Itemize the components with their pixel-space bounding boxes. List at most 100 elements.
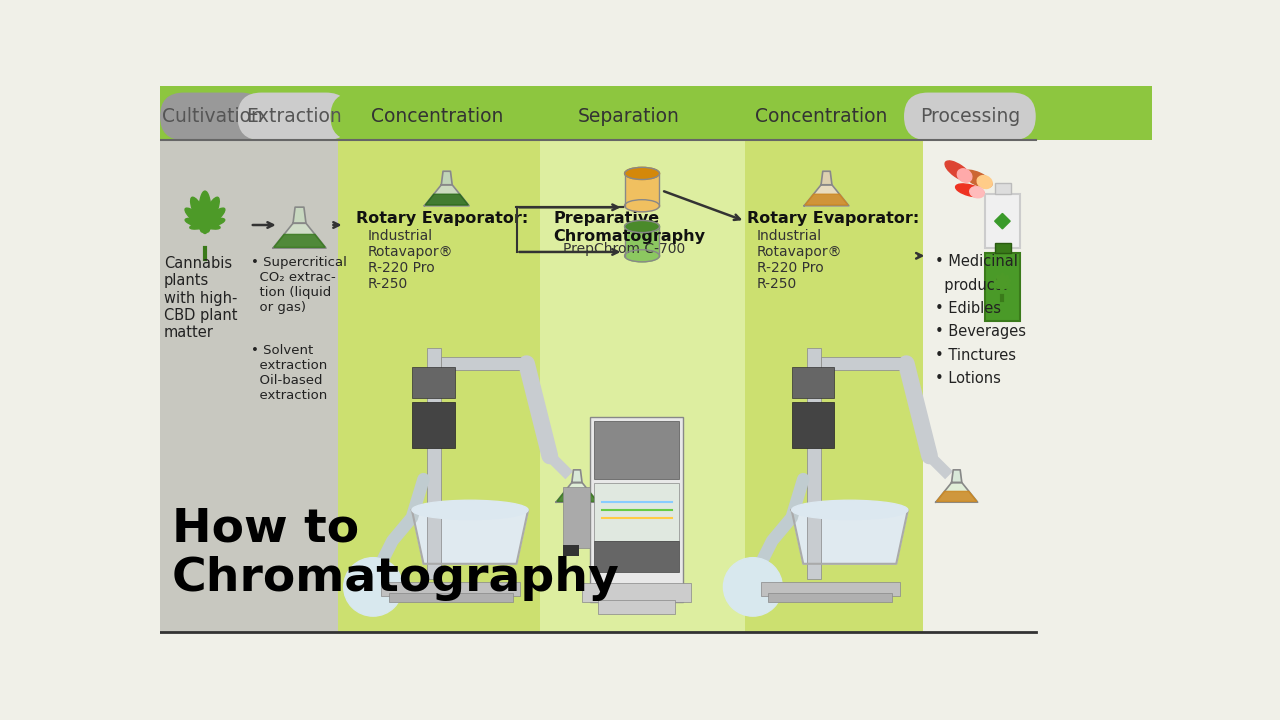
Text: • Solvent
  extraction
  Oil-based
  extraction: • Solvent extraction Oil-based extractio… [251,344,328,402]
Polygon shape [805,194,849,205]
Text: Rotary Evaporator:: Rotary Evaporator: [746,211,919,226]
FancyBboxPatch shape [904,93,1036,140]
Bar [338,140,540,633]
Ellipse shape [1001,276,1009,289]
Ellipse shape [198,191,211,233]
Ellipse shape [186,208,210,230]
Ellipse shape [412,500,529,520]
Polygon shape [557,492,596,501]
Bar [995,243,1011,253]
Polygon shape [804,185,849,206]
Ellipse shape [977,176,992,189]
Bar [760,582,900,596]
Ellipse shape [995,284,1005,288]
Text: Industrial
Rotavapor®
R-220 Pro
R-250: Industrial Rotavapor® R-220 Pro R-250 [756,229,842,292]
Bar [986,253,1020,321]
Text: • Supercritical
  CO₂ extrac-
  tion (liquid
  or gas): • Supercritical CO₂ extrac- tion (liquid… [251,256,347,314]
Polygon shape [274,235,325,248]
Circle shape [723,557,782,616]
Ellipse shape [956,184,984,197]
Text: Concentration: Concentration [371,107,503,126]
Bar [995,184,1011,194]
Bar [412,367,454,398]
Bar [594,421,680,479]
Text: Cultivation: Cultivation [161,107,262,126]
Bar [160,140,338,633]
Ellipse shape [964,170,992,187]
Ellipse shape [200,208,225,230]
FancyBboxPatch shape [330,93,544,140]
Bar [582,583,691,603]
Bar [820,357,906,370]
Bar [745,140,923,633]
Ellipse shape [186,218,210,228]
FancyBboxPatch shape [714,93,927,140]
Bar [160,86,1152,140]
Bar [594,483,680,541]
Text: Industrial
Rotavapor®
R-220 Pro
R-250: Industrial Rotavapor® R-220 Pro R-250 [367,229,453,292]
Text: • Medicinal
  products
• Edibles
• Beverages
• Tinctures
• Lotions: • Medicinal products • Edibles • Beverag… [934,254,1027,386]
Text: PrepChrom C-700: PrepChrom C-700 [563,242,685,256]
Ellipse shape [625,250,659,262]
Polygon shape [572,470,582,482]
Bar [625,174,660,206]
Text: Cannabis
plants
with high-
CBD plant
matter: Cannabis plants with high- CBD plant mat… [164,256,237,341]
Text: Concentration: Concentration [754,107,887,126]
Bar [625,227,660,256]
Polygon shape [442,171,452,185]
Ellipse shape [995,280,1005,289]
Bar [381,582,521,596]
Polygon shape [995,213,1010,229]
Ellipse shape [625,167,659,179]
Ellipse shape [191,197,210,232]
Polygon shape [425,194,468,205]
Ellipse shape [957,168,972,182]
Ellipse shape [201,223,220,229]
Ellipse shape [997,276,1005,289]
Polygon shape [820,171,832,185]
FancyBboxPatch shape [525,93,733,140]
Bar [540,140,745,633]
Ellipse shape [1000,273,1005,290]
Bar [598,600,676,614]
Bar [590,418,684,603]
Bar [389,593,512,603]
Text: Preparative
Chromatography: Preparative Chromatography [554,211,705,243]
Ellipse shape [625,199,659,212]
Ellipse shape [1001,280,1010,289]
Bar [791,402,835,449]
FancyBboxPatch shape [238,93,349,140]
Bar [412,402,454,449]
Polygon shape [791,510,908,564]
Bar [563,487,590,549]
Ellipse shape [189,223,209,229]
Polygon shape [937,492,977,501]
Ellipse shape [625,220,659,233]
Polygon shape [425,185,468,206]
Polygon shape [273,223,326,248]
Bar [768,593,892,603]
Ellipse shape [791,500,908,520]
Bar [923,140,1036,633]
Ellipse shape [996,286,1004,288]
FancyBboxPatch shape [160,93,265,140]
Polygon shape [412,510,529,564]
Ellipse shape [200,218,225,228]
Text: Separation: Separation [579,107,680,126]
Polygon shape [951,470,961,482]
Bar [808,348,820,579]
Ellipse shape [945,161,972,181]
Bar [563,545,579,556]
Polygon shape [556,482,598,503]
Polygon shape [936,482,978,503]
Bar [442,357,526,370]
Polygon shape [293,207,306,223]
Bar [428,348,442,579]
Ellipse shape [970,186,984,198]
Ellipse shape [1001,286,1009,288]
Bar [791,367,835,398]
Text: Processing: Processing [920,107,1020,126]
Text: Extraction: Extraction [246,107,342,126]
Text: Rotary Evaporator:: Rotary Evaporator: [356,211,529,226]
Bar [986,194,1020,248]
